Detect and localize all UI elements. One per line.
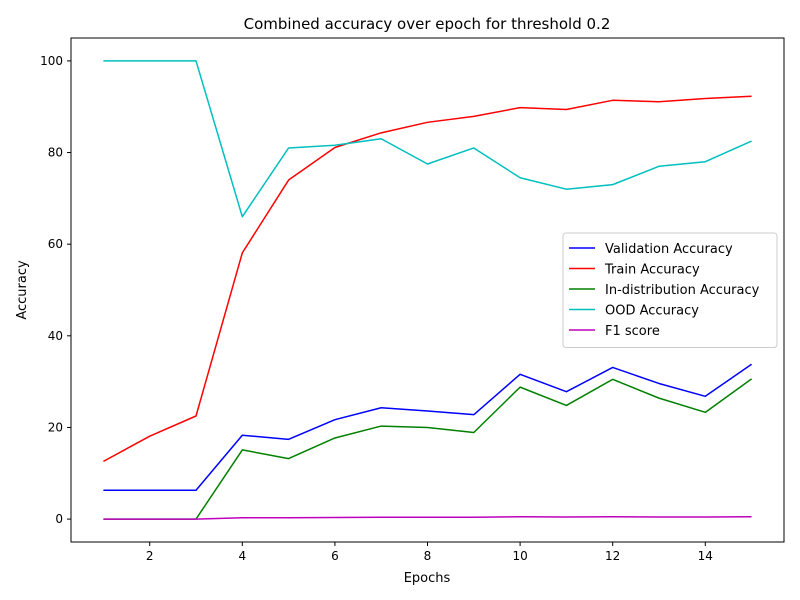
legend: Validation Accuracy Train Accuracy In-dist… xyxy=(563,233,777,348)
y-tick-label: 20 xyxy=(48,420,63,434)
legend-label-train-accuracy: Train Accuracy xyxy=(604,263,700,278)
y-tick-label: 60 xyxy=(48,237,63,251)
y-tick-label: 0 xyxy=(55,512,63,526)
y-tick-label: 100 xyxy=(40,54,63,68)
x-tick-label: 8 xyxy=(424,549,432,563)
y-axis-label: Accuracy xyxy=(15,260,30,320)
x-tick-label: 10 xyxy=(512,549,527,563)
legend-label-ood-accuracy: OOD Accuracy xyxy=(605,304,699,319)
x-tick-label: 14 xyxy=(698,549,713,563)
x-tick-label: 6 xyxy=(331,549,339,563)
y-tick-label: 40 xyxy=(48,329,63,343)
x-tick-label: 2 xyxy=(146,549,154,563)
x-axis-label: Epochs xyxy=(404,571,451,586)
x-tick-label: 4 xyxy=(238,549,246,563)
legend-label-f1-score: F1 score xyxy=(605,324,660,339)
y-axis: 0 20 40 60 80 100 xyxy=(40,54,71,526)
x-axis: 2 4 6 8 10 12 14 xyxy=(146,542,713,563)
series-line-f1-score xyxy=(103,517,751,519)
series-line-ood-accuracy xyxy=(103,61,751,217)
chart-title: Combined accuracy over epoch for thresho… xyxy=(244,15,611,33)
legend-label-validation-accuracy: Validation Accuracy xyxy=(605,242,733,257)
x-tick-label: 12 xyxy=(605,549,620,563)
legend-label-in-distribution-accuracy: In-distribution Accuracy xyxy=(605,283,760,298)
y-tick-label: 80 xyxy=(48,146,63,160)
